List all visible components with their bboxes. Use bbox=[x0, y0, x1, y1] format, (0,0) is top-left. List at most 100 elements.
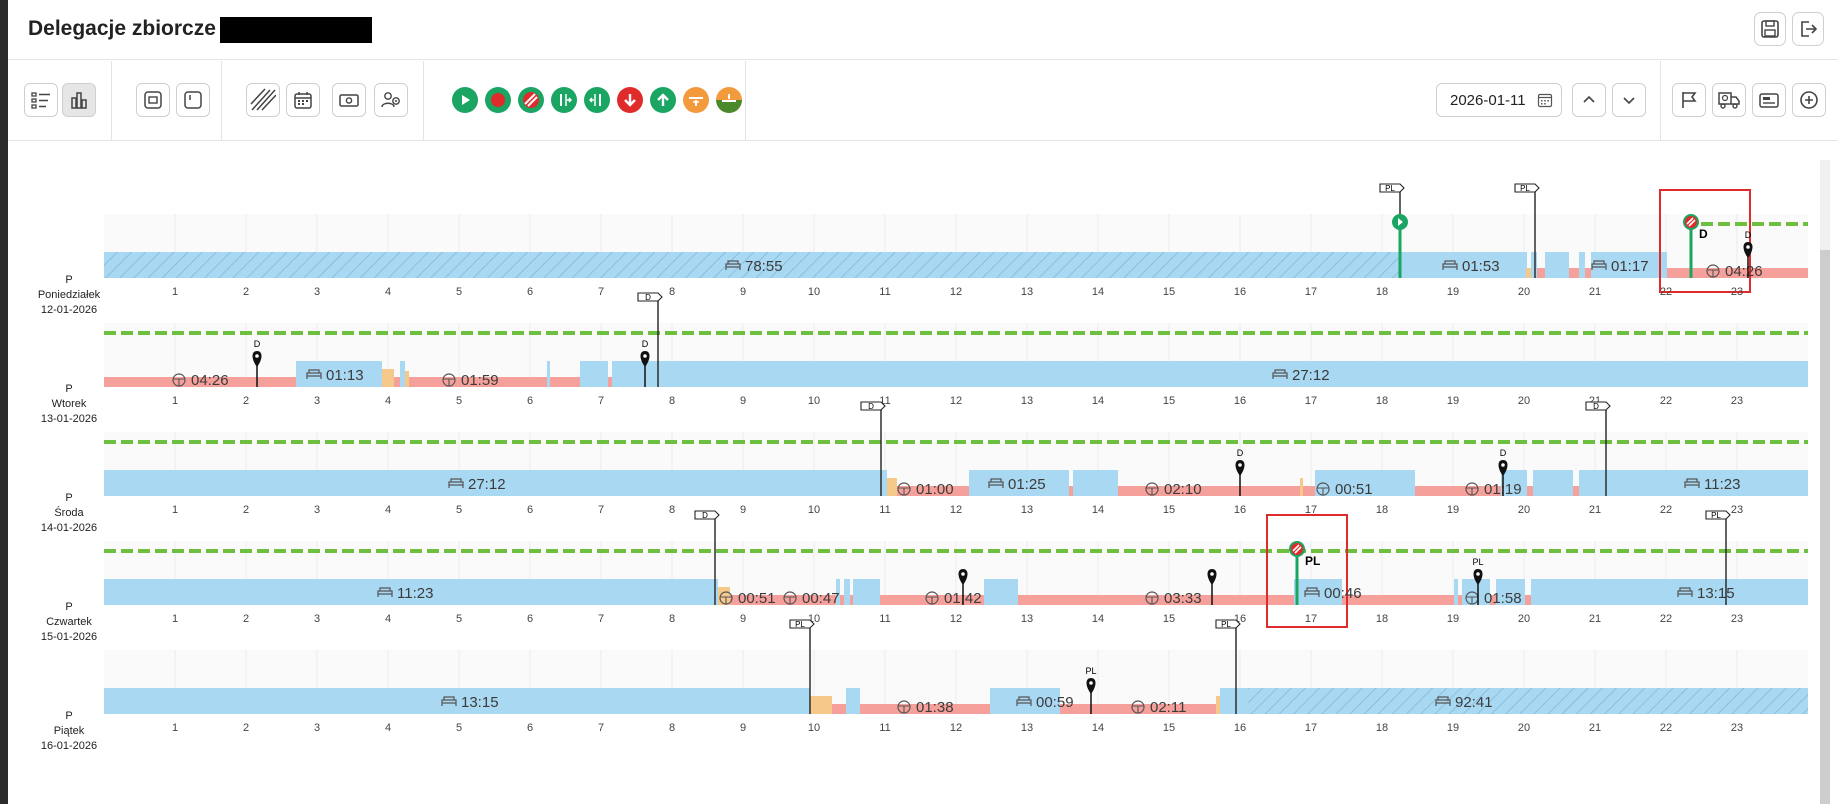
day-date: 15-01-2026 bbox=[40, 631, 98, 643]
hour-tick-label: 22 bbox=[1660, 722, 1672, 734]
previous-date-button[interactable] bbox=[1572, 83, 1606, 117]
hour-tick-label: 21 bbox=[1589, 722, 1601, 734]
country-flag-marker[interactable]: PL bbox=[1215, 619, 1241, 714]
border-stripe bbox=[1294, 546, 1302, 554]
card-button[interactable] bbox=[1752, 83, 1786, 117]
location-pin[interactable]: D bbox=[1235, 448, 1245, 496]
calendar-button[interactable] bbox=[286, 83, 320, 117]
hour-tick-label: 4 bbox=[385, 504, 391, 516]
hour-tick-label: 2 bbox=[243, 395, 249, 407]
event-type-group bbox=[424, 61, 746, 141]
work-bar bbox=[1216, 696, 1220, 714]
ferry-start-button[interactable] bbox=[683, 87, 709, 113]
hour-tick-label: 3 bbox=[314, 395, 320, 407]
steering-wheel-spokes bbox=[898, 705, 910, 713]
rest-bar bbox=[104, 470, 887, 496]
flag-country-code: D bbox=[1593, 402, 1599, 411]
hour-tick-label: 13 bbox=[1021, 286, 1033, 298]
drive-bar bbox=[1069, 486, 1073, 496]
country-flag-marker[interactable]: D bbox=[1585, 401, 1611, 496]
add-button[interactable] bbox=[1792, 83, 1826, 117]
flag-button[interactable] bbox=[1672, 83, 1706, 117]
duration-label: 27:12 bbox=[468, 476, 506, 493]
location-pin[interactable] bbox=[958, 569, 968, 605]
location-pin[interactable] bbox=[1207, 569, 1217, 605]
hour-tick-label: 11 bbox=[879, 613, 890, 625]
scrollbar-thumb[interactable] bbox=[1820, 250, 1830, 804]
split-out-button[interactable] bbox=[584, 87, 610, 113]
redacted-user-name bbox=[220, 17, 372, 43]
duration-label: 00:51 bbox=[738, 590, 776, 607]
logout-button[interactable] bbox=[1792, 12, 1824, 46]
panel-icon bbox=[144, 91, 162, 109]
day-name: Poniedziałek bbox=[37, 289, 101, 301]
pin-label: D bbox=[254, 339, 261, 349]
flag-shape bbox=[694, 510, 720, 520]
layout-compact-button[interactable] bbox=[136, 83, 170, 117]
rest-bar bbox=[104, 688, 810, 714]
next-date-button[interactable] bbox=[1612, 83, 1646, 117]
location-pin[interactable]: D bbox=[640, 339, 650, 387]
location-pin[interactable]: D bbox=[252, 339, 262, 387]
hatch-toggle-button[interactable] bbox=[246, 83, 280, 117]
split-in-button[interactable] bbox=[551, 87, 577, 113]
country-flag-marker[interactable]: PL bbox=[1705, 510, 1731, 605]
ferry-end-button[interactable] bbox=[716, 87, 742, 113]
country-flag-marker[interactable]: PL bbox=[1514, 183, 1540, 278]
country-flag-marker[interactable]: D bbox=[694, 510, 720, 605]
chart-view-button[interactable] bbox=[62, 83, 96, 117]
drivers-button[interactable] bbox=[374, 83, 408, 117]
hour-tick-label: 12 bbox=[950, 286, 962, 298]
duration-label: 01:53 bbox=[1462, 258, 1500, 275]
steering-wheel-spokes bbox=[1146, 596, 1158, 604]
save-button[interactable] bbox=[1754, 12, 1786, 46]
steering-wheel-spokes bbox=[1466, 487, 1478, 495]
country-flag-marker[interactable]: D bbox=[860, 401, 886, 496]
list-view-button[interactable] bbox=[24, 83, 58, 117]
layout-sidebar-button[interactable] bbox=[176, 83, 210, 117]
bed-icon bbox=[1684, 478, 1700, 488]
border-crossing-marker[interactable]: D bbox=[1683, 214, 1708, 278]
rest-bar bbox=[1454, 579, 1458, 605]
country-flag-marker[interactable]: D bbox=[637, 292, 663, 387]
day-timeline-chart[interactable]: 27:12 01:00 01:25 02:10 00:51 01:19 11:23D DD D1… bbox=[104, 398, 1808, 526]
hour-tick-label: 23 bbox=[1731, 613, 1743, 625]
date-input[interactable]: 2026-01-11 bbox=[1436, 83, 1562, 117]
border-crossing-button[interactable] bbox=[518, 87, 544, 113]
flag-shape bbox=[1705, 510, 1731, 520]
hour-tick-label: 17 bbox=[1305, 504, 1317, 516]
money-button[interactable] bbox=[332, 83, 366, 117]
location-pin[interactable]: D bbox=[1498, 448, 1508, 496]
location-pin[interactable]: PL bbox=[1472, 557, 1484, 605]
location-pin[interactable]: D bbox=[1743, 230, 1753, 278]
flag-shape bbox=[789, 619, 815, 629]
hour-tick-label: 3 bbox=[314, 613, 320, 625]
hour-tick-label: 13 bbox=[1021, 504, 1033, 516]
hour-tick-label: 8 bbox=[669, 613, 675, 625]
start-event-button[interactable] bbox=[452, 87, 478, 113]
unload-button[interactable] bbox=[617, 87, 643, 113]
rest-bar bbox=[1545, 252, 1569, 278]
day-letter: P bbox=[65, 601, 73, 613]
location-pin[interactable]: PL bbox=[1085, 666, 1097, 714]
truck-icon bbox=[1718, 92, 1740, 109]
rest-bar bbox=[1315, 470, 1415, 496]
rest-bar bbox=[846, 688, 860, 714]
bar-chart-icon bbox=[71, 92, 87, 109]
country-flag-marker[interactable]: PL bbox=[789, 619, 815, 714]
rest-bar bbox=[547, 361, 550, 387]
truck-button[interactable] bbox=[1712, 83, 1746, 117]
day-row: P Piątek 16-01-2026 bbox=[8, 616, 1818, 752]
drive-bar bbox=[1525, 595, 1531, 605]
start-marker[interactable] bbox=[1392, 214, 1408, 278]
flag-shape bbox=[637, 292, 663, 302]
stop-event-button[interactable] bbox=[485, 87, 511, 113]
load-button[interactable] bbox=[650, 87, 676, 113]
border-crossing-marker[interactable]: PL bbox=[1289, 541, 1320, 605]
play-icon bbox=[462, 95, 470, 105]
day-timeline-chart[interactable]: 11:23 00:51 00:47 01:42 03:33 00:46 01:58 13:15… bbox=[104, 507, 1808, 635]
app-window: Delegacje zbiorcze - bbox=[8, 0, 1838, 804]
